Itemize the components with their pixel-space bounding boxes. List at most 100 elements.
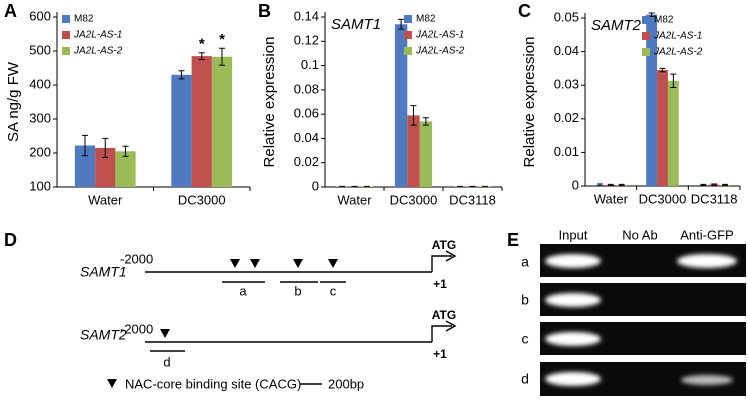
y-axis-label: Relative expression [261,37,278,168]
y-tick-label: 600 [29,8,51,23]
y-tick-label: 0.1 [301,57,319,72]
column-label: No Ab [622,227,657,242]
y-tick-label: 500 [29,42,51,57]
promoter-diagram [145,250,457,385]
bar [211,56,233,187]
error-bar [178,70,185,80]
y-tick-label: 300 [29,110,51,125]
legend-swatch [404,31,412,39]
error-bar [81,134,88,157]
error-bar [659,67,666,73]
row-label: c [522,331,529,347]
tss-label: +1 [433,347,447,361]
panel-label: A [4,1,17,21]
x-tick-label: DC3118 [691,191,738,206]
y-tick-label: 0.06 [294,106,319,121]
y-tick-label: 0.04 [554,43,579,58]
gene-name: SAMT2 [80,327,127,343]
error-bar [596,183,603,187]
error-bar [618,183,625,187]
x-tick-label: Water [594,191,629,206]
gel-image [540,244,746,396]
y-axis-label: Relative expression [521,37,538,168]
legend-label: JA2L-AS-2 [73,46,123,57]
chart-title: SAMT2 [591,17,642,34]
region-label: a [239,283,247,298]
bar [407,115,420,187]
bar [394,24,408,187]
error-bar [219,47,226,66]
legend-swatch [642,48,650,56]
atg-label: ATG [432,238,456,252]
bar [657,70,668,186]
y-tick-label: 100 [29,178,51,193]
legend-label: JA2L-AS-1 [653,31,702,42]
gene-name: SAMT1 [80,264,127,280]
column-label: Input [559,227,588,242]
bar [667,80,679,186]
row-label: d [521,371,529,387]
legend-label: JA2L-AS-1 [73,30,122,41]
y-tick-label: 0.04 [294,130,319,145]
error-bar [398,18,405,30]
y-tick-label: 0.05 [554,9,579,24]
binding-sites [107,259,338,388]
annotation: * [199,36,205,53]
panel-label: C [518,1,531,21]
legend-swatch [62,31,70,39]
bar [191,56,212,187]
x-tick-label: DC3000 [390,192,438,207]
bar [419,121,433,187]
y-tick-label: 0.12 [294,33,319,48]
legend-swatch [404,47,412,55]
legend-label: JA2L-AS-2 [653,47,703,58]
panel-label: E [507,230,519,250]
row-label: b [521,292,529,308]
legend-swatch [404,15,412,23]
legend-swatch [642,32,650,40]
y-tick-label: 0.14 [294,8,319,23]
row-label: a [521,254,529,270]
y-tick-label: 0.08 [294,81,319,96]
start-label: -2000 [120,321,153,336]
bar [115,151,136,187]
error-bar [102,137,109,158]
y-tick-label: 0.02 [554,110,579,125]
bar [171,74,192,187]
y-tick-label: 0.01 [554,144,579,159]
chart-title: SAMT1 [331,16,381,33]
bar [95,147,116,187]
annotation: * [219,31,225,48]
bar [646,14,658,187]
x-tick-label: DC3000 [178,192,226,207]
panel-label: D [4,230,17,250]
x-tick-label: DC3118 [449,192,496,207]
legend-swatch [642,16,650,24]
y-tick-label: 200 [29,144,51,159]
panel-label: B [258,1,271,21]
legend-swatch [62,15,70,23]
start-label: -2000 [120,251,153,266]
error-bar [422,117,429,126]
y-tick-label: 0.03 [554,77,579,92]
y-axis-label: SA ng/g FW [5,61,22,142]
legend-label: M82 [416,14,436,25]
legend-label: JA2L-AS-2 [415,46,465,57]
error-bar [670,73,677,89]
tss-label: +1 [433,277,447,291]
legend-swatch [62,47,70,55]
region-label: c [330,283,337,298]
error-bar [722,183,729,187]
error-bar [607,183,614,187]
error-bar [711,183,718,186]
error-bar [122,145,129,157]
atg-label: ATG [432,308,456,322]
x-tick-label: Water [88,192,123,207]
y-tick-label: 400 [29,76,51,91]
region-label: b [294,283,301,298]
region-label: d [163,354,170,369]
column-label: Anti-GFP [680,227,733,242]
legend-label: M82 [74,14,94,25]
y-tick-label: 0.02 [294,154,319,169]
